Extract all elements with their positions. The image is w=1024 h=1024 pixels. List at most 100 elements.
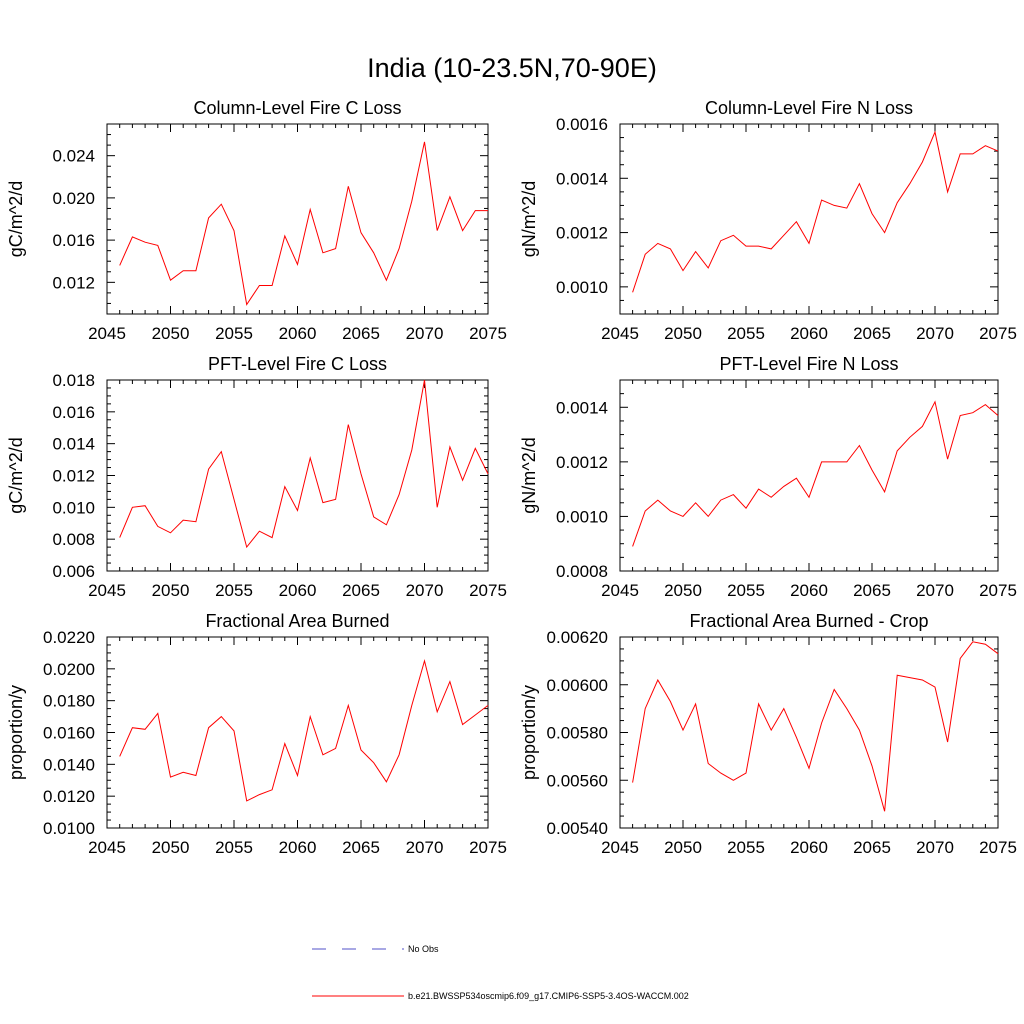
chart-panel-3: PFT-Level Fire C Loss gC/m^2/d 2045 2050 205… [6,354,507,600]
series-line [119,379,489,549]
y-tick-label: 0.0012 [556,453,608,472]
y-tick-label: 0.016 [52,403,95,422]
x-tick-label: 2045 [88,581,126,600]
y-tick-label: 0.0140 [43,755,95,774]
panel-title: Fractional Area Burned - Crop [689,611,928,631]
x-tick-label: 2055 [215,838,253,857]
x-tick-label: 2065 [853,838,891,857]
y-tick-label: 0.012 [52,467,95,486]
y-tick-label: 0.008 [52,530,95,549]
x-tick-label: 2070 [406,324,444,343]
x-tick-label: 2070 [916,838,954,857]
y-tick-label: 0.00540 [547,819,608,838]
y-tick-label: 0.0100 [43,819,95,838]
legend-model-label: b.e21.BWSSP534oscmip6.f09_g17.CMIP6-SSP5… [408,991,689,1001]
series-line [632,130,999,293]
x-tick-label: 2065 [342,838,380,857]
chart-panel-2: Column-Level Fire N Loss gN/m^2/d 2045 2050… [519,98,1017,343]
x-tick-label: 2045 [88,324,126,343]
x-tick-label: 2055 [215,324,253,343]
y-tick-label: 0.00600 [547,676,608,695]
panels: Column-Level Fire C Loss gC/m^2/d 2045 2050… [6,98,1017,857]
y-axis-label: proportion/y [519,685,539,780]
series-line [119,141,488,306]
y-axis-label: gN/m^2/d [519,437,539,513]
panel-title: PFT-Level Fire N Loss [719,354,898,374]
x-tick-label: 2075 [469,838,507,857]
y-axis-label: proportion/y [6,685,26,780]
panel-title: PFT-Level Fire C Loss [208,354,387,374]
chart-panel-6: Fractional Area Burned - Crop proportion/… [519,611,1017,857]
x-tick-label: 2050 [664,581,702,600]
y-tick-label: 0.012 [52,273,95,292]
y-tick-label: 0.00620 [547,628,608,647]
y-axis-label: gC/m^2/d [6,437,26,513]
y-tick-label: 0.006 [52,562,95,581]
panel-title: Fractional Area Burned [205,611,389,631]
series-line [119,658,489,802]
y-tick-label: 0.0180 [43,692,95,711]
y-tick-label: 0.0010 [556,507,608,526]
x-tick-label: 2075 [979,581,1017,600]
x-tick-label: 2050 [664,838,702,857]
y-tick-label: 0.0010 [556,278,608,297]
y-tick-label: 0.0008 [556,562,608,581]
series-line [632,400,999,547]
y-tick-label: 0.016 [52,231,95,250]
chart-panel-5: Fractional Area Burned proportion/y 2045 20… [6,611,507,857]
x-tick-label: 2060 [279,838,317,857]
x-tick-label: 2065 [342,324,380,343]
x-tick-label: 2070 [406,581,444,600]
y-tick-label: 0.0012 [556,224,608,243]
x-tick-label: 2055 [727,838,765,857]
series-line [632,641,999,812]
y-tick-label: 0.020 [52,189,95,208]
x-tick-label: 2045 [601,838,639,857]
x-tick-label: 2060 [790,324,828,343]
x-tick-label: 2060 [279,581,317,600]
y-tick-label: 0.024 [52,147,95,166]
y-tick-label: 0.0016 [556,115,608,134]
y-tick-label: 0.0160 [43,724,95,743]
y-tick-label: 0.00580 [547,724,608,743]
x-tick-label: 2055 [727,581,765,600]
chart-panel-1: Column-Level Fire C Loss gC/m^2/d 2045 2050… [6,98,507,343]
legend-obs-label: No Obs [408,944,439,954]
x-tick-label: 2065 [853,324,891,343]
y-tick-label: 0.0120 [43,787,95,806]
panel-title: Column-Level Fire C Loss [193,98,401,118]
y-tick-label: 0.010 [52,498,95,517]
x-tick-label: 2055 [215,581,253,600]
x-tick-label: 2055 [727,324,765,343]
y-tick-label: 0.0014 [556,169,608,188]
x-tick-label: 2075 [979,838,1017,857]
x-tick-label: 2070 [916,581,954,600]
chart-panel-4: PFT-Level Fire N Loss gN/m^2/d 2045 2050 205… [519,354,1017,600]
x-tick-label: 2075 [469,324,507,343]
y-tick-label: 0.018 [52,371,95,390]
x-tick-label: 2060 [279,324,317,343]
panel-title: Column-Level Fire N Loss [705,98,913,118]
x-tick-label: 2075 [979,324,1017,343]
y-tick-label: 0.0200 [43,660,95,679]
legend: No Obs b.e21.BWSSP534oscmip6.f09_g17.CMI… [312,944,689,1001]
x-tick-label: 2045 [601,324,639,343]
y-tick-label: 0.014 [52,435,95,454]
x-tick-label: 2070 [916,324,954,343]
y-axis-label: gC/m^2/d [6,181,26,257]
x-tick-label: 2050 [152,838,190,857]
x-tick-label: 2045 [88,838,126,857]
x-tick-label: 2060 [790,581,828,600]
y-tick-label: 0.0220 [43,628,95,647]
x-tick-label: 2050 [664,324,702,343]
x-tick-label: 2065 [342,581,380,600]
x-tick-label: 2065 [853,581,891,600]
figure-title: India (10-23.5N,70-90E) [367,53,657,83]
y-tick-label: 0.00560 [547,771,608,790]
x-tick-label: 2070 [406,838,444,857]
x-tick-label: 2075 [469,581,507,600]
x-tick-label: 2060 [790,838,828,857]
x-tick-label: 2050 [152,324,190,343]
